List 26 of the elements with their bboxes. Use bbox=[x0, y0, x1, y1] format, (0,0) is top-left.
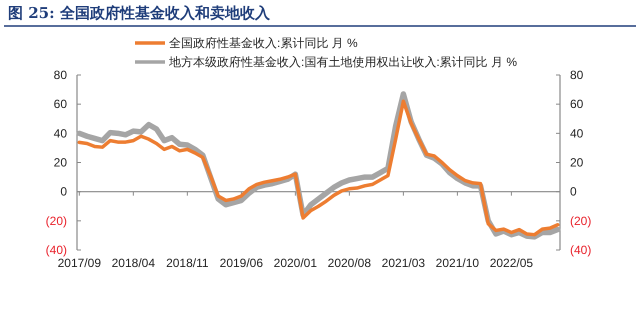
y-tick-label: 0 bbox=[60, 184, 68, 199]
y2-tick-label: 60 bbox=[570, 97, 584, 112]
y-tick-label: (20) bbox=[46, 214, 67, 228]
x-tick-label: 2020/08 bbox=[328, 256, 372, 270]
x-tick-label: 2017/09 bbox=[58, 256, 102, 270]
legend-label: 地方本级政府性基金收入:国有土地使用权出让收入:累计同比 月 % bbox=[168, 55, 518, 69]
y2-tick-label: 40 bbox=[570, 126, 584, 140]
y2-tick-label: (20) bbox=[570, 214, 592, 228]
x-tick-label: 2018/04 bbox=[112, 256, 156, 270]
y-tick-label: 80 bbox=[54, 68, 68, 82]
x-tick-label: 2020/01 bbox=[274, 256, 318, 270]
y2-tick-label: 0 bbox=[570, 184, 577, 199]
y2-tick-label: 80 bbox=[570, 68, 584, 82]
y2-tick-label: (40) bbox=[570, 243, 592, 257]
y-tick-label: 20 bbox=[54, 156, 68, 170]
legend-label: 全国政府性基金收入:累计同比 月 % bbox=[169, 36, 358, 50]
x-tick-label: 2018/11 bbox=[166, 256, 209, 270]
y2-tick-label: 20 bbox=[570, 156, 584, 170]
x-tick-label: 2021/03 bbox=[382, 256, 426, 270]
y-tick-label: 60 bbox=[54, 97, 68, 112]
x-tick-label: 2021/10 bbox=[436, 256, 480, 270]
chart-title: 图 25: 全国政府性基金收入和卖地收入 bbox=[8, 4, 271, 22]
x-tick-label: 2019/06 bbox=[220, 256, 264, 270]
y-tick-label: (40) bbox=[46, 243, 67, 257]
x-tick-label: 2022/05 bbox=[490, 256, 534, 270]
y-tick-label: 40 bbox=[54, 126, 68, 140]
